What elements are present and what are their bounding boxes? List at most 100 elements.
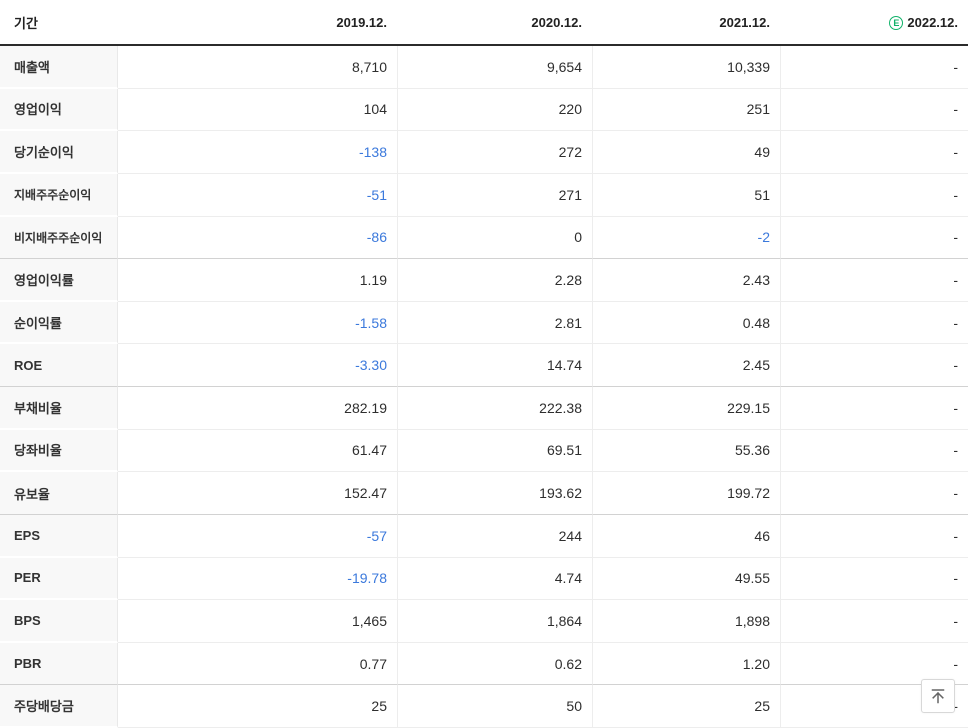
column-header-2021-12: 2021.12. [592, 0, 780, 46]
cell-value: 152.47 [118, 472, 397, 515]
cell-value: 104 [118, 88, 397, 132]
table-row: 순이익률 -1.58 2.81 0.48- [0, 301, 968, 345]
cell-value: - [780, 387, 968, 430]
column-header-label: 2022.12. [907, 14, 958, 30]
cell-value: 2.28 [397, 259, 592, 302]
period-column-header: 기간 [0, 0, 118, 46]
cell-value: - [780, 216, 968, 260]
cell-value: 1,465 [118, 600, 397, 643]
table-row: PBR 0.77 0.62 1.20- [0, 642, 968, 686]
row-label: 부채비율 [0, 387, 118, 430]
cell-value: - [780, 46, 968, 89]
cell-value: -86 [118, 216, 397, 260]
cell-value: - [780, 131, 968, 174]
cell-value: 271 [397, 173, 592, 217]
row-label: 비지배주주순이익 [0, 216, 118, 260]
table-row: 비지배주주순이익 -86 0 -2- [0, 216, 968, 260]
cell-value: 51 [592, 173, 780, 217]
cell-value: 69.51 [397, 429, 592, 473]
cell-value: -19.78 [118, 557, 397, 601]
table-row: BPS 1,465 1,864 1,898- [0, 600, 968, 643]
cell-value: 9,654 [397, 46, 592, 89]
cell-value: 46 [592, 514, 780, 558]
cell-value: 25 [592, 685, 780, 728]
table-row: 영업이익률 1.19 2.28 2.43- [0, 259, 968, 302]
cell-value: - [780, 642, 968, 686]
cell-value: 251 [592, 88, 780, 132]
estimate-icon: E [889, 15, 904, 30]
cell-value: 244 [397, 514, 592, 558]
cell-value: 1.20 [592, 642, 780, 686]
cell-value: - [780, 472, 968, 515]
cell-value: 2.81 [397, 301, 592, 345]
cell-value: 0.77 [118, 642, 397, 686]
cell-value: - [780, 173, 968, 217]
cell-value: - [780, 557, 968, 601]
table-row: 당좌비율 61.47 69.51 55.36- [0, 429, 968, 473]
cell-value: 0 [397, 216, 592, 260]
cell-value: 10,339 [592, 46, 780, 89]
cell-value: -1.58 [118, 301, 397, 345]
row-label: 영업이익 [0, 88, 118, 132]
cell-value: -138 [118, 131, 397, 174]
cell-value: 199.72 [592, 472, 780, 515]
cell-value: -57 [118, 514, 397, 558]
table-row: 지배주주순이익 -51 271 51- [0, 173, 968, 217]
cell-value: 222.38 [397, 387, 592, 430]
cell-value: 61.47 [118, 429, 397, 473]
cell-value: - [780, 600, 968, 643]
cell-value: 4.74 [397, 557, 592, 601]
table-row: 매출액 8,710 9,654 10,339- [0, 46, 968, 89]
row-label: 당기순이익 [0, 131, 118, 174]
column-header-2022-12-estimate: E 2022.12. [780, 0, 968, 46]
cell-value: 14.74 [397, 344, 592, 387]
cell-value: 1,898 [592, 600, 780, 643]
cell-value: 220 [397, 88, 592, 132]
cell-value: 282.19 [118, 387, 397, 430]
cell-value: 229.15 [592, 387, 780, 430]
cell-value: -3.30 [118, 344, 397, 387]
cell-value: 272 [397, 131, 592, 174]
cell-value: 1,864 [397, 600, 592, 643]
table-row: 당기순이익 -138 272 49- [0, 131, 968, 174]
cell-value: - [780, 514, 968, 558]
row-label: 지배주주순이익 [0, 173, 118, 217]
cell-value: 49 [592, 131, 780, 174]
cell-value: 55.36 [592, 429, 780, 473]
row-label: PBR [0, 642, 118, 686]
cell-value: 1.19 [118, 259, 397, 302]
row-label: PER [0, 557, 118, 601]
table-row: PER -19.78 4.74 49.55- [0, 557, 968, 601]
cell-value: - [780, 301, 968, 345]
cell-value: - [780, 88, 968, 132]
row-label: 당좌비율 [0, 429, 118, 473]
table-row: 부채비율 282.19 222.38 229.15- [0, 387, 968, 430]
row-label: BPS [0, 600, 118, 643]
cell-value: 2.45 [592, 344, 780, 387]
cell-value: 193.62 [397, 472, 592, 515]
cell-value: - [780, 429, 968, 473]
table-row: 유보율 152.47 193.62 199.72- [0, 472, 968, 515]
cell-value: 2.43 [592, 259, 780, 302]
column-header-2019-12: 2019.12. [118, 0, 397, 46]
cell-value: 25 [118, 685, 397, 728]
table-row: 주당배당금 25 50 25- [0, 685, 968, 728]
row-label: ROE [0, 344, 118, 387]
table-row: ROE -3.30 14.74 2.45- [0, 344, 968, 387]
cell-value: 0.48 [592, 301, 780, 345]
scroll-to-top-button[interactable] [921, 679, 955, 713]
cell-value: -51 [118, 173, 397, 217]
cell-value: 49.55 [592, 557, 780, 601]
table-row: EPS -57 244 46- [0, 514, 968, 558]
row-label: 순이익률 [0, 301, 118, 345]
cell-value: -2 [592, 216, 780, 260]
row-label: 유보율 [0, 472, 118, 515]
row-label: 주당배당금 [0, 685, 118, 728]
cell-value: 50 [397, 685, 592, 728]
table-body: 매출액 8,710 9,654 10,339- 영업이익 104 220 251- 당기순이익 -… [0, 46, 968, 728]
arrow-up-to-top-icon [931, 689, 945, 704]
column-header-2020-12: 2020.12. [397, 0, 592, 46]
row-label: 매출액 [0, 46, 118, 89]
table-header-row: 기간 2019.12. 2020.12. 2021.12. E 2022.12. [0, 0, 968, 46]
